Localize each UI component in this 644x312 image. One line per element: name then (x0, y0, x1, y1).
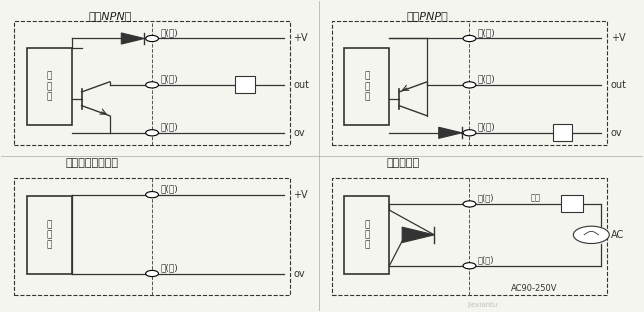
Text: 主
电
路: 主 电 路 (47, 71, 52, 101)
Text: 红(棕): 红(棕) (478, 28, 496, 37)
Text: 蓝(茲): 蓝(茲) (478, 122, 496, 131)
Text: 黄(黑): 黄(黑) (478, 74, 496, 83)
Text: ov: ov (293, 269, 305, 279)
Text: +V: +V (293, 190, 308, 200)
Text: AC90-250V: AC90-250V (511, 285, 558, 294)
Text: 直流对射式发射器: 直流对射式发射器 (66, 158, 118, 168)
Text: ov: ov (293, 128, 305, 138)
Circle shape (146, 192, 158, 198)
Text: 蓝(蓝): 蓝(蓝) (160, 263, 178, 272)
Circle shape (463, 130, 476, 136)
Text: 直流PNP型: 直流PNP型 (407, 12, 449, 22)
Text: 交流二线型: 交流二线型 (386, 158, 419, 168)
Text: out: out (293, 80, 309, 90)
Text: ov: ov (611, 128, 622, 138)
Bar (236, 76, 254, 93)
Circle shape (146, 130, 158, 136)
Circle shape (463, 201, 476, 207)
Text: jiexiantu: jiexiantu (467, 301, 497, 308)
Text: 红(棕): 红(棕) (478, 193, 495, 202)
Text: 蓝(茲): 蓝(茲) (160, 122, 178, 131)
Text: +V: +V (293, 33, 308, 43)
Circle shape (146, 82, 158, 88)
Bar (561, 195, 583, 212)
Text: 主
电
路: 主 电 路 (365, 220, 370, 250)
Text: 主
电
路: 主 电 路 (365, 71, 370, 101)
Circle shape (146, 271, 158, 277)
Text: 负载: 负载 (531, 193, 540, 202)
Bar (345, 48, 390, 125)
Bar (27, 48, 72, 125)
Polygon shape (402, 227, 434, 243)
Text: 黄(黄): 黄(黄) (478, 255, 495, 264)
Text: 红(棕): 红(棕) (160, 184, 178, 193)
Text: 黄(黑): 黄(黑) (160, 74, 178, 83)
Bar (553, 124, 572, 141)
Bar (345, 196, 390, 274)
Text: 主
电
路: 主 电 路 (47, 220, 52, 250)
Text: out: out (611, 80, 627, 90)
Text: AC: AC (611, 230, 624, 240)
Circle shape (573, 226, 609, 243)
Circle shape (463, 82, 476, 88)
Polygon shape (439, 127, 462, 139)
Polygon shape (121, 33, 144, 44)
Circle shape (463, 263, 476, 269)
Circle shape (463, 35, 476, 41)
Text: +V: +V (611, 33, 625, 43)
Text: 红(棕): 红(棕) (160, 28, 178, 37)
Circle shape (146, 35, 158, 41)
Text: 直流NPN型: 直流NPN型 (89, 12, 132, 22)
Bar (27, 196, 72, 274)
